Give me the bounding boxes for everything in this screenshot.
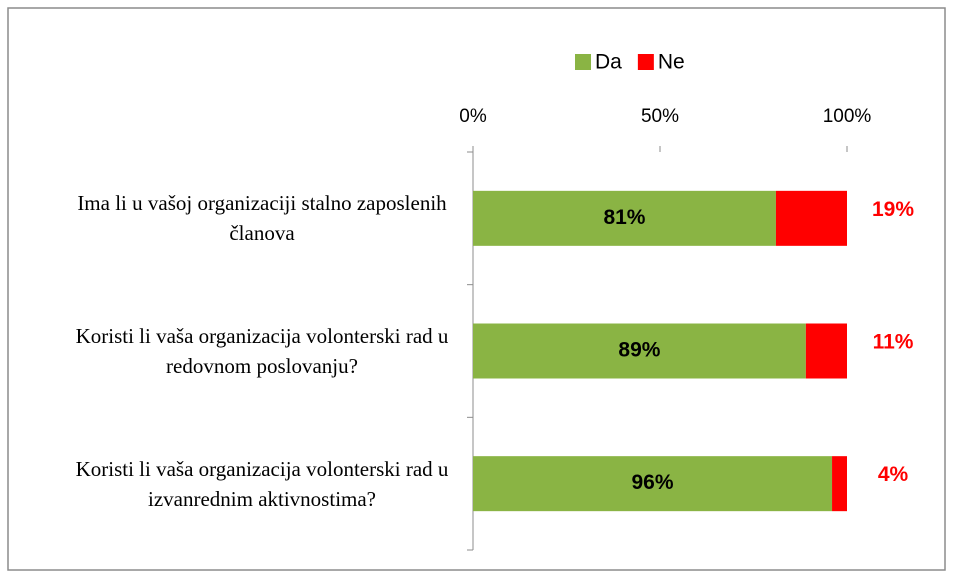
bar-segment (473, 323, 806, 379)
legend-label: Da (595, 51, 622, 74)
legend-swatch (637, 54, 654, 70)
x-tick-label: 0% (459, 106, 487, 127)
data-label: 89% (618, 339, 660, 362)
data-label: 81% (603, 206, 645, 229)
bar-segment (473, 456, 833, 512)
x-tick-label: 50% (641, 106, 679, 127)
bar-segment (473, 190, 776, 246)
data-label: 4% (878, 463, 909, 486)
category-label: Ima li u vašoj organizaciji stalno zapos… (77, 191, 447, 246)
x-tick-label: 100% (823, 106, 872, 127)
data-label: 96% (632, 471, 674, 494)
data-label: 11% (873, 331, 914, 354)
bar-segment (805, 323, 847, 379)
legend-swatch (575, 54, 591, 70)
data-label: 19% (872, 198, 914, 221)
bar-segment (775, 190, 847, 246)
legend-label: Ne (658, 51, 685, 74)
category-label: Koristi li vaša organizacija volonterski… (75, 324, 449, 378)
category-label: Koristi li vaša organizacija volonterski… (75, 456, 449, 511)
bar-segment (832, 456, 847, 512)
